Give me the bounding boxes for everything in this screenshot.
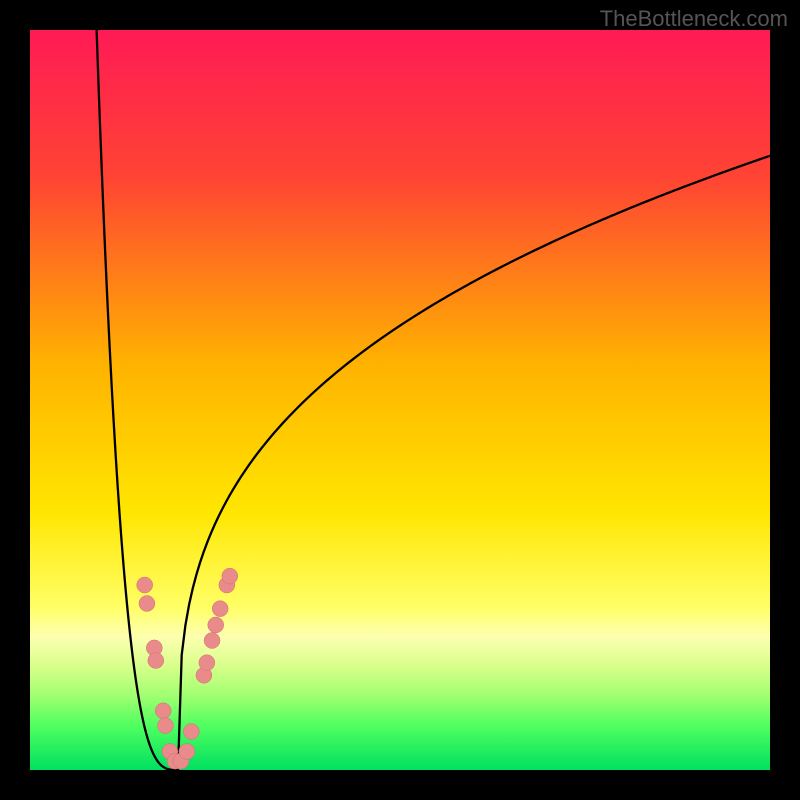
gradient-background [30,30,770,770]
data-marker [137,577,153,593]
data-marker [157,718,173,734]
data-marker [208,617,224,633]
data-marker [139,596,155,612]
watermark-text: TheBottleneck.com [600,6,788,32]
data-marker [179,744,195,760]
chart-svg [0,0,800,800]
data-marker [183,724,199,740]
chart-container: TheBottleneck.com [0,0,800,800]
data-marker [212,601,228,617]
data-marker [222,568,238,584]
plot-area [0,0,800,800]
data-marker [148,652,164,668]
data-marker [155,703,171,719]
data-marker [204,633,220,649]
data-marker [199,655,215,671]
